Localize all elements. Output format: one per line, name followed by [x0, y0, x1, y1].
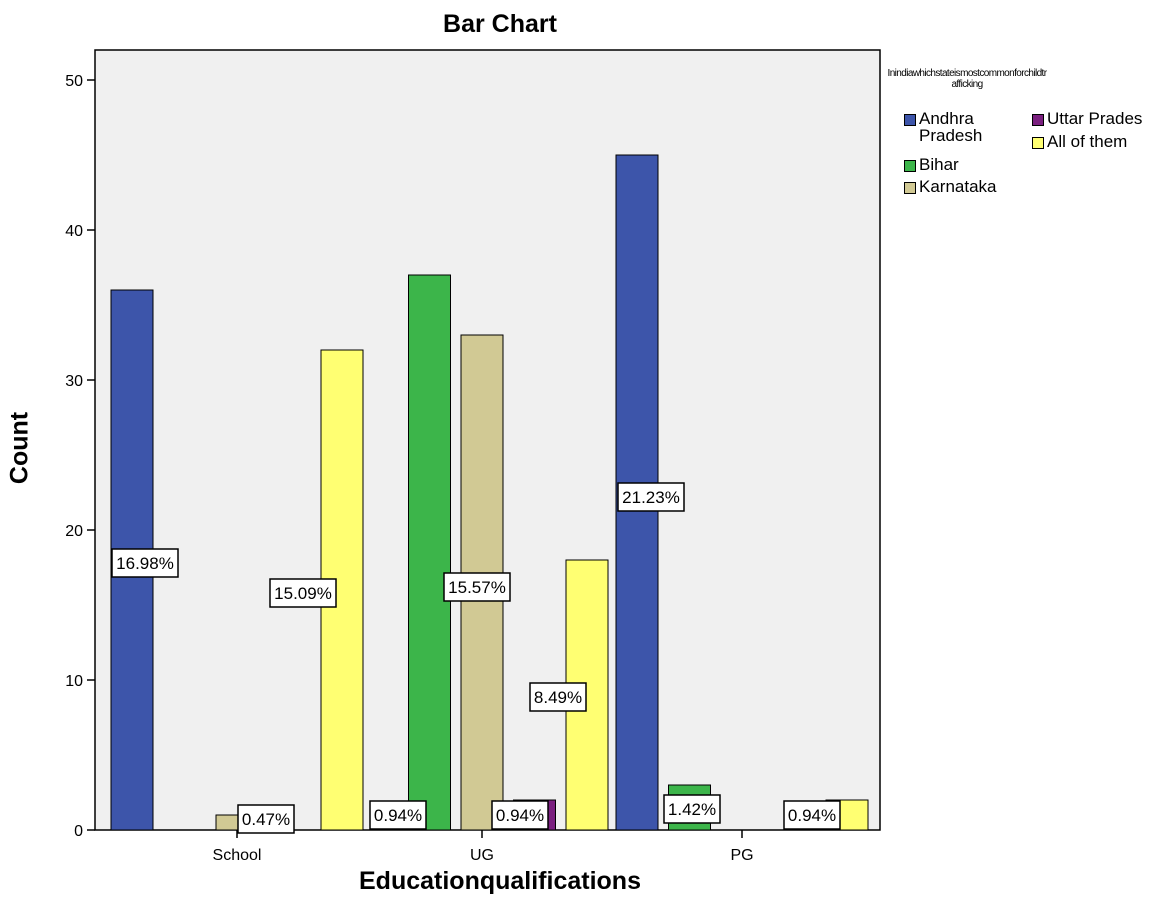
- data-label-ug-karnataka: 15.57%: [448, 578, 506, 597]
- legend-swatch-uttar-pradesh: [1032, 114, 1044, 126]
- legend-swatch-all-of-them: [1032, 137, 1044, 149]
- data-label-school-andhra-pradesh: 16.98%: [116, 554, 174, 573]
- chart-title: Bar Chart: [443, 10, 557, 38]
- legend-label-karnataka: Karnataka: [919, 177, 997, 196]
- data-label-ug-karnataka-box: [443, 572, 511, 602]
- data-label-pg-bihar: 1.42%: [668, 800, 716, 819]
- data-label-pg-andhra-pradesh: 21.23%: [622, 488, 680, 507]
- y-axis-label: Count: [5, 411, 34, 485]
- data-label-school-andhra-pradesh-box: [111, 548, 179, 578]
- legend-label-andhra-pradesh: Andhra Pradesh: [919, 109, 983, 145]
- y-tick-label: 20: [65, 523, 83, 540]
- legend-label-all-of-them: All of them: [1047, 132, 1128, 151]
- bar-ug-bihar: [408, 274, 451, 831]
- data-label-ug-all-of-them-box: [529, 682, 587, 712]
- data-label-school-all-of-them-box: [269, 578, 337, 608]
- legend-label-uttar-pradesh: Uttar Prades: [1047, 109, 1143, 128]
- data-label-pg-all-of-them: 0.94%: [788, 806, 836, 825]
- x-tick-label-pg: PG: [730, 847, 753, 864]
- x-tick-label-ug: UG: [470, 847, 494, 864]
- y-tick-label: 0: [74, 823, 83, 840]
- data-label-pg-all-of-them-box: [783, 800, 841, 830]
- x-axis-label: Educationqualifications: [359, 867, 641, 895]
- data-label-pg-andhra-pradesh-box: [617, 482, 685, 512]
- data-label-ug-uttar-pradesh: 0.94%: [374, 806, 422, 825]
- data-label-ug-all-of-them: 8.49%: [534, 688, 582, 707]
- x-tick-label-school: School: [213, 847, 262, 864]
- data-label-school-karnataka: 0.47%: [242, 810, 290, 829]
- data-label-ug-uttar-pradesh-box: [369, 800, 427, 830]
- legend-swatch-bihar: [904, 160, 916, 172]
- legend-title: Inindiawhichstateismostcommonforchildtr …: [887, 68, 1048, 90]
- legend-swatch-andhra-pradesh: [904, 114, 916, 126]
- data-label-school-karnataka-box: [237, 804, 295, 834]
- data-label-ug-bihar: 0.94%: [496, 806, 544, 825]
- y-tick-label: 30: [65, 373, 83, 390]
- y-tick-label: 50: [65, 73, 83, 90]
- data-label-pg-bihar-box: [663, 794, 721, 824]
- legend-swatch-karnataka: [904, 182, 916, 194]
- legend-label-bihar: Bihar: [919, 155, 959, 174]
- data-label-school-all-of-them: 15.09%: [274, 584, 332, 603]
- y-tick-label: 10: [65, 673, 83, 690]
- legend: Inindiawhichstateismostcommonforchildtr …: [882, 64, 1171, 224]
- data-label-ug-bihar-box: [491, 800, 549, 830]
- y-tick-label: 40: [65, 223, 83, 240]
